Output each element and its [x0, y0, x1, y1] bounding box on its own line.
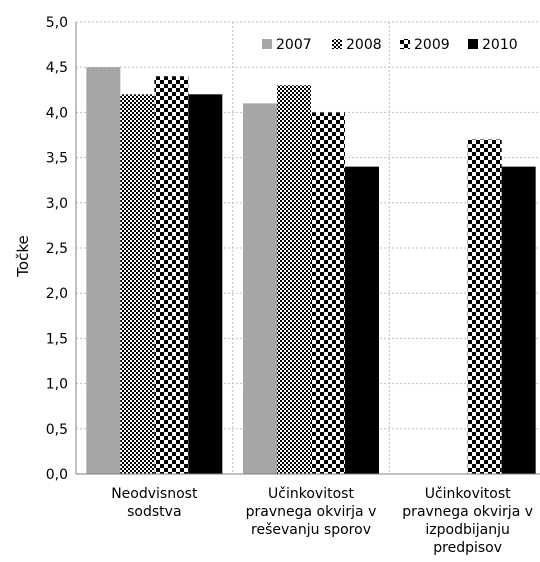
x-tick-label-line: Učinkovitost	[425, 486, 511, 502]
legend-label: 2007	[276, 37, 312, 53]
x-tick-label: Neodvisnost sodstva	[111, 486, 198, 520]
y-tick-label: 2,5	[46, 241, 68, 257]
y-tick-label: 1,5	[46, 331, 68, 347]
bar-2009	[311, 112, 345, 474]
y-tick-label: 3,5	[46, 151, 68, 167]
y-tick-label: 4,5	[46, 60, 68, 76]
x-tick-label-line: pravnega okvirja v	[246, 504, 377, 520]
x-tick-label: Učinkovitost pravnega okvirja v reševanju …	[246, 486, 377, 538]
x-tick-label-line: pravnega okvirja v	[402, 504, 533, 520]
bar-2007	[86, 67, 120, 474]
legend-label: 2010	[482, 37, 518, 53]
bar-2007	[243, 103, 277, 474]
x-tick-label-line: Učinkovitost	[268, 486, 354, 502]
legend-swatch-2010	[468, 39, 478, 49]
y-tick-label: 2,0	[46, 286, 68, 302]
y-tick-label: 1,0	[46, 377, 68, 393]
legend-swatch-2008	[332, 39, 342, 49]
legend-swatch-2007	[262, 39, 272, 49]
bar-2010	[345, 167, 379, 474]
y-tick-label: 4,0	[46, 105, 68, 121]
legend-label: 2009	[414, 37, 450, 53]
x-tick-label-line: reševanju sporov	[251, 522, 371, 538]
x-tick-label-line: Neodvisnost	[111, 486, 198, 502]
x-tick-label: Učinkovitost pravnega okvirja v izpodbijan…	[402, 486, 533, 556]
bar-2010	[502, 167, 536, 474]
legend-label: 2008	[346, 37, 382, 53]
x-tick-label-line: sodstva	[127, 504, 181, 520]
bar-2008	[120, 94, 154, 474]
bar-2009	[468, 140, 502, 474]
y-tick-label: 5,0	[46, 15, 68, 31]
y-tick-label: 0,0	[46, 467, 68, 483]
y-tick-label: 0,5	[46, 422, 68, 438]
y-tick-label: 3,0	[46, 196, 68, 212]
x-tick-label-line: izpodbijanju	[425, 522, 509, 538]
legend-swatch-2009	[400, 39, 410, 49]
bars	[86, 67, 535, 474]
bar-2010	[188, 94, 222, 474]
y-axis-label: Točke	[14, 235, 32, 277]
bar-2009	[154, 76, 188, 474]
bar-2008	[277, 85, 311, 474]
x-tick-label-line: predpisov	[433, 540, 502, 556]
